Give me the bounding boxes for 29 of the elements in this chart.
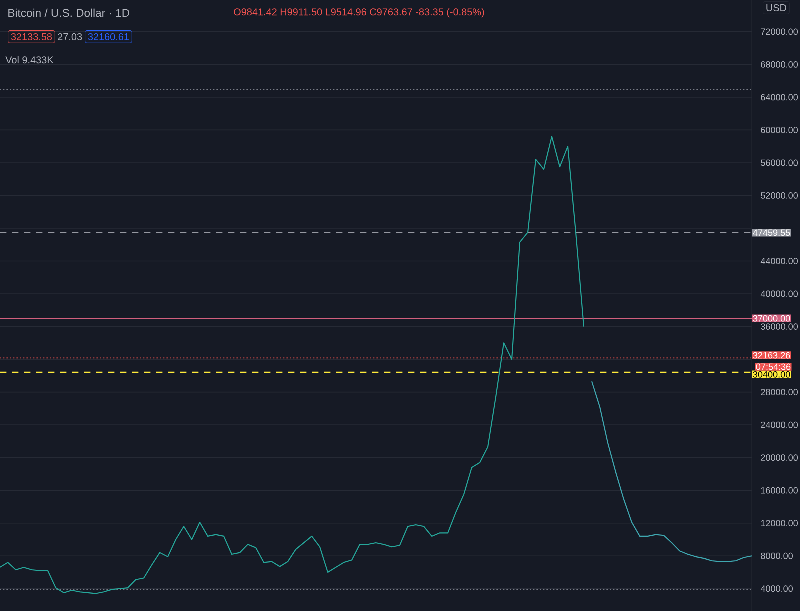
y-tick-label: 16000.00 (761, 487, 798, 494)
text: USD (766, 4, 786, 12)
y-tick-label: 64000.00 (761, 94, 798, 101)
ref-line-label: 37000.00 (753, 315, 790, 322)
y-tick-label: 68000.00 (761, 61, 798, 68)
annotation: Vol 9.433K (6, 56, 54, 64)
y-tick-label: 72000.00 (761, 28, 798, 36)
y-tick-label: 24000.00 (761, 422, 798, 428)
y-tick-label: 28000.00 (761, 389, 798, 396)
y-tick-label: 20000.00 (761, 454, 798, 462)
annotation: 32133.58 (11, 33, 52, 41)
annotation: 27.03 (58, 33, 82, 41)
y-tick-label: 60000.00 (761, 127, 798, 134)
ref-line-label: 32163.26 (753, 352, 790, 359)
y-tick-label: 8000.00 (761, 552, 793, 560)
y-tick-label: 4000.00 (760, 586, 793, 592)
annotation: O9841.42 H9911.50 L9514.96 C9763.67 -83.35 (-0.85%) (234, 8, 484, 18)
y-tick-label: 12000.00 (761, 520, 798, 527)
ref-line-label: 30400.00 (753, 371, 790, 378)
text: 07:54:36 (756, 364, 791, 370)
line-series (591, 381, 753, 562)
annotation: 32160.61 (88, 33, 130, 41)
text: Bitcoin / U.S. Dollar · 1D (8, 8, 130, 18)
y-tick-label: 56000.00 (761, 160, 798, 166)
y-tick-label: 44000.00 (760, 258, 798, 264)
y-tick-label: 40000.00 (760, 290, 798, 298)
y-tick-label: 36000.00 (761, 324, 798, 330)
ref-line-label: 47459.55 (753, 230, 790, 236)
y-tick-label: 52000.00 (761, 192, 798, 199)
